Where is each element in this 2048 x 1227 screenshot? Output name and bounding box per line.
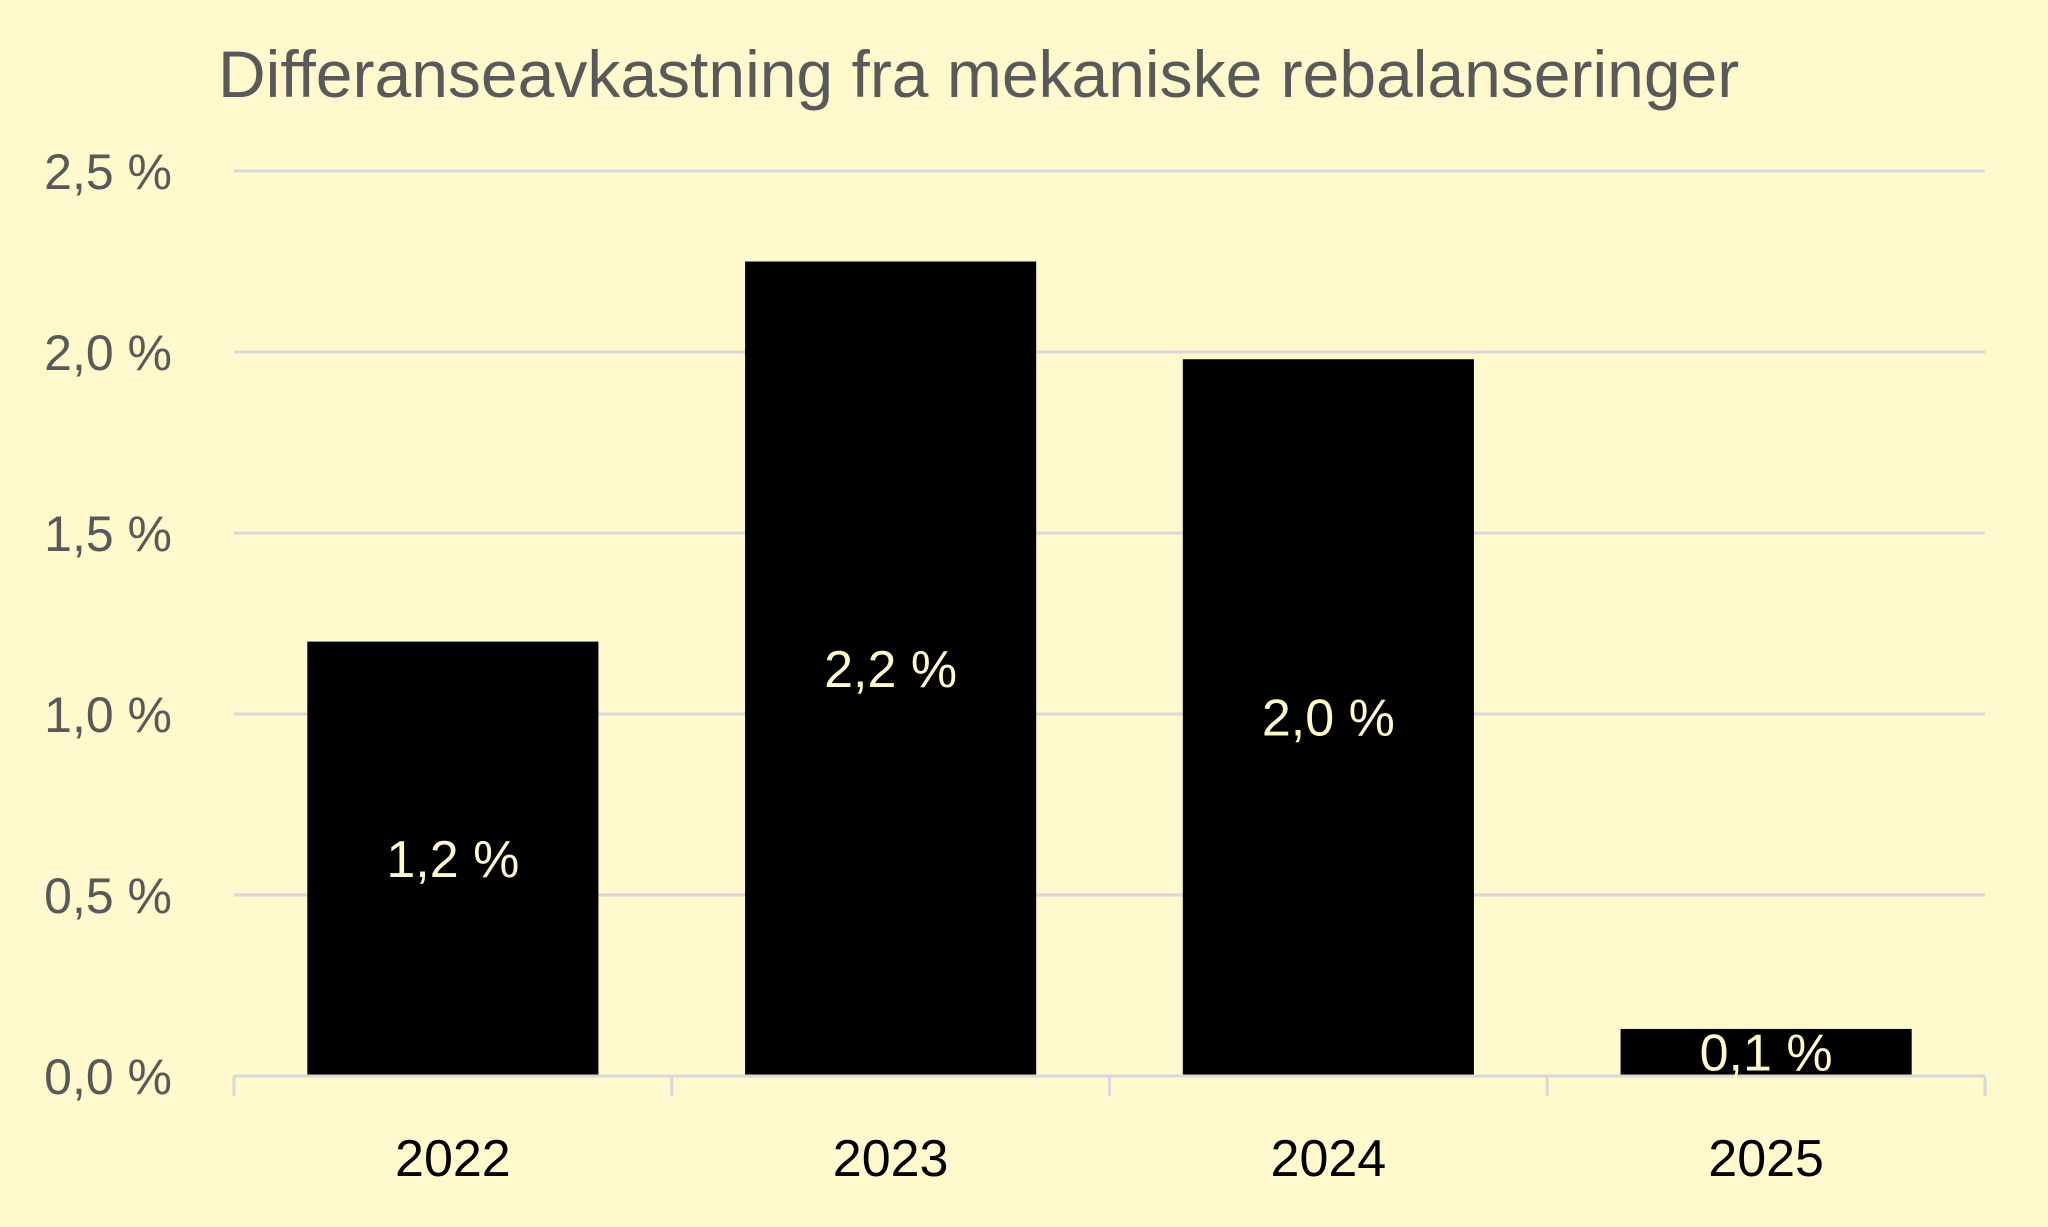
y-tick-label: 2,5 % bbox=[44, 144, 172, 200]
bar-2022 bbox=[307, 641, 599, 1076]
x-category-label: 2023 bbox=[833, 1130, 949, 1188]
data-label: 2,0 % bbox=[1262, 690, 1395, 748]
labels: 0,0 % 0,5 % 1,0 % 1,5 % 2,0 % 2,5 % 1,2 % 2022 2… bbox=[44, 144, 1832, 1188]
bars bbox=[307, 261, 1912, 1076]
y-tick-label: 0,5 % bbox=[44, 868, 172, 924]
y-tick-label: 1,0 % bbox=[44, 687, 172, 743]
bar-2023 bbox=[745, 261, 1037, 1076]
x-axis bbox=[232, 1074, 1987, 1096]
chart-title: Differanseavkastning fra mekaniske rebal… bbox=[218, 37, 1740, 111]
bar-2025 bbox=[1620, 1028, 1912, 1076]
data-label: 0,1 % bbox=[1700, 1024, 1833, 1082]
x-category-label: 2022 bbox=[395, 1130, 511, 1188]
bar-2024 bbox=[1182, 359, 1474, 1076]
data-label: 1,2 % bbox=[386, 831, 519, 889]
y-tick-label: 1,5 % bbox=[44, 506, 172, 562]
x-category-label: 2025 bbox=[1708, 1130, 1824, 1188]
data-label: 2,2 % bbox=[824, 641, 957, 699]
y-tick-label: 2,0 % bbox=[44, 325, 172, 381]
y-tick-label: 0,0 % bbox=[44, 1049, 172, 1105]
x-category-label: 2024 bbox=[1271, 1130, 1387, 1188]
